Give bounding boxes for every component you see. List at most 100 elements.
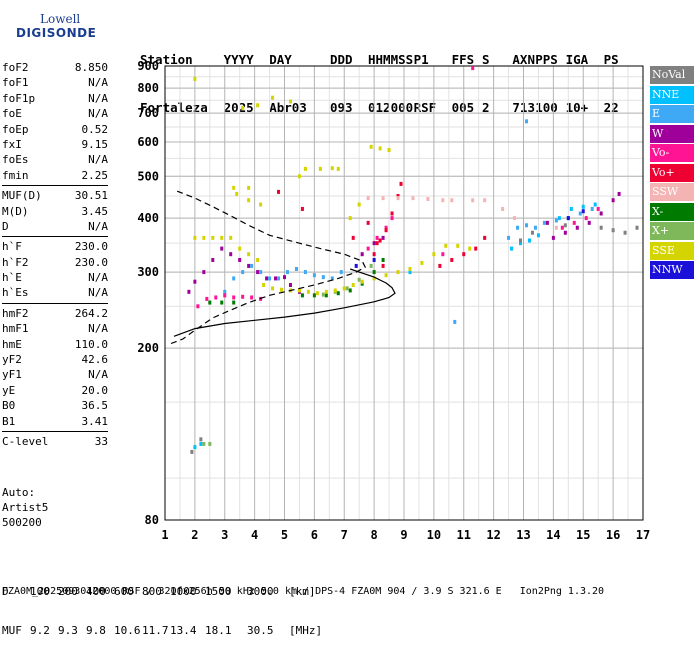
echo-point	[375, 235, 379, 240]
echo-point	[468, 246, 472, 251]
param-row: C-level 33	[2, 434, 108, 449]
header-value-9: 100	[535, 100, 558, 115]
echo-point	[438, 263, 442, 268]
header-value-2: Abr03	[269, 100, 307, 115]
echo-point	[635, 225, 639, 230]
echo-point	[563, 223, 567, 228]
param-row: foF2 8.850	[2, 60, 108, 75]
echo-point	[285, 270, 289, 275]
muf-cell-4: 10.6	[114, 624, 141, 637]
echo-point	[524, 223, 528, 228]
param-value: 264.2	[74, 306, 108, 320]
muf-cell-3: 9.8	[86, 624, 106, 637]
param-name: foF1p	[2, 91, 36, 105]
param-row: foF1p N/A	[2, 91, 108, 106]
param-value: N/A	[88, 153, 108, 167]
header-label-4: HHMMSS	[368, 52, 414, 67]
y-tick-label: 300	[137, 265, 159, 279]
param-value: N/A	[88, 368, 108, 382]
param-value: 30.51	[74, 189, 108, 203]
param-name: yF1	[2, 368, 22, 382]
echo-point	[501, 206, 505, 211]
echo-point	[384, 273, 388, 278]
echo-point	[357, 277, 361, 282]
legend-item-x-: X+	[650, 222, 694, 240]
distance-cell-3: 400	[86, 585, 106, 598]
echo-point	[581, 204, 585, 209]
echo-point	[611, 198, 615, 203]
echo-point	[345, 286, 349, 291]
x-tick-label: 12	[486, 528, 500, 542]
echo-point	[516, 225, 520, 230]
header-label-0: Station	[140, 52, 193, 67]
header-values-row: Fortaleza 2025 Abr03 093 012000 RSF 005 2 713 100…	[140, 100, 619, 116]
x-tick-label: 5	[281, 528, 288, 542]
param-value: N/A	[88, 286, 108, 300]
echo-point	[587, 220, 591, 225]
x-tick-label: 11	[457, 528, 471, 542]
param-value: N/A	[88, 271, 108, 285]
header-label-1: YYYY	[223, 52, 254, 67]
echo-point	[450, 257, 454, 262]
param-row: h`F 230.0	[2, 239, 108, 254]
echo-point	[396, 270, 400, 275]
param-row: yE 20.0	[2, 383, 108, 398]
header-label-5: P1	[413, 52, 429, 67]
param-name: yE	[2, 383, 16, 397]
echo-point	[306, 289, 310, 294]
echo-point	[384, 228, 388, 233]
auto-code: 500200	[2, 516, 42, 529]
distance-cell-0: D	[2, 585, 9, 598]
echo-point	[196, 304, 200, 309]
echo-point	[259, 270, 263, 275]
echo-point	[277, 189, 281, 194]
echo-point	[199, 437, 203, 442]
echo-point	[202, 270, 206, 275]
ionogram-chart: 1 2 3 4 5 6 7 8 9 10 11 12 13 14 15 16 17802003004005006…	[137, 59, 650, 542]
param-value: 42.6	[81, 353, 109, 367]
echo-point	[199, 441, 203, 446]
echo-point	[232, 276, 236, 281]
param-row: yF1 N/A	[2, 367, 108, 382]
echo-point	[575, 225, 579, 230]
y-tick-label: 80	[145, 513, 159, 527]
param-name: MUF(D)	[2, 189, 42, 203]
lowell-digisonde-logo: Lowell DIGISONDE	[4, 4, 124, 44]
echo-point	[232, 295, 236, 300]
echo-point	[372, 270, 376, 275]
echo-point	[262, 283, 266, 288]
echo-point	[247, 263, 251, 268]
param-row: yF2 42.6	[2, 352, 108, 367]
header-label-10: IGA	[565, 52, 589, 67]
param-value: N/A	[88, 91, 108, 105]
echo-point	[590, 206, 594, 211]
echo-point	[241, 294, 245, 299]
echo-point	[193, 279, 197, 284]
echo-point	[378, 146, 382, 151]
echo-point	[238, 246, 242, 251]
param-row: h`E N/A	[2, 270, 108, 285]
distance-cell-7: 1500	[205, 585, 232, 598]
param-value: 20.0	[81, 383, 109, 397]
header-label-11: PS	[603, 52, 619, 67]
echo-point	[507, 235, 511, 240]
distance-row: D 100 200 400 600 800 1000 1500 3000 [km]	[2, 585, 316, 598]
x-tick-label: 8	[371, 528, 378, 542]
echo-point	[247, 252, 251, 257]
echo-point	[453, 319, 457, 324]
header-value-10: 10+	[565, 100, 589, 115]
echo-point	[396, 194, 400, 199]
header-labels-row: Station YYYY DAY DDD HHMMSS P1 FFS S AXN PPS IGA PS	[140, 52, 619, 68]
echo-point	[572, 220, 576, 225]
distance-cell-6: 1000	[170, 585, 197, 598]
echo-point	[471, 198, 475, 203]
distance-cell-4: 600	[114, 585, 134, 598]
param-name: fmin	[2, 168, 29, 182]
echo-point	[303, 270, 307, 275]
echo-point	[441, 198, 445, 203]
param-value: 8.850	[74, 61, 108, 74]
param-value: N/A	[88, 76, 108, 90]
header-label-6: FFS	[451, 52, 475, 67]
param-row: hmF2 264.2	[2, 306, 108, 321]
echo-point	[444, 243, 448, 248]
